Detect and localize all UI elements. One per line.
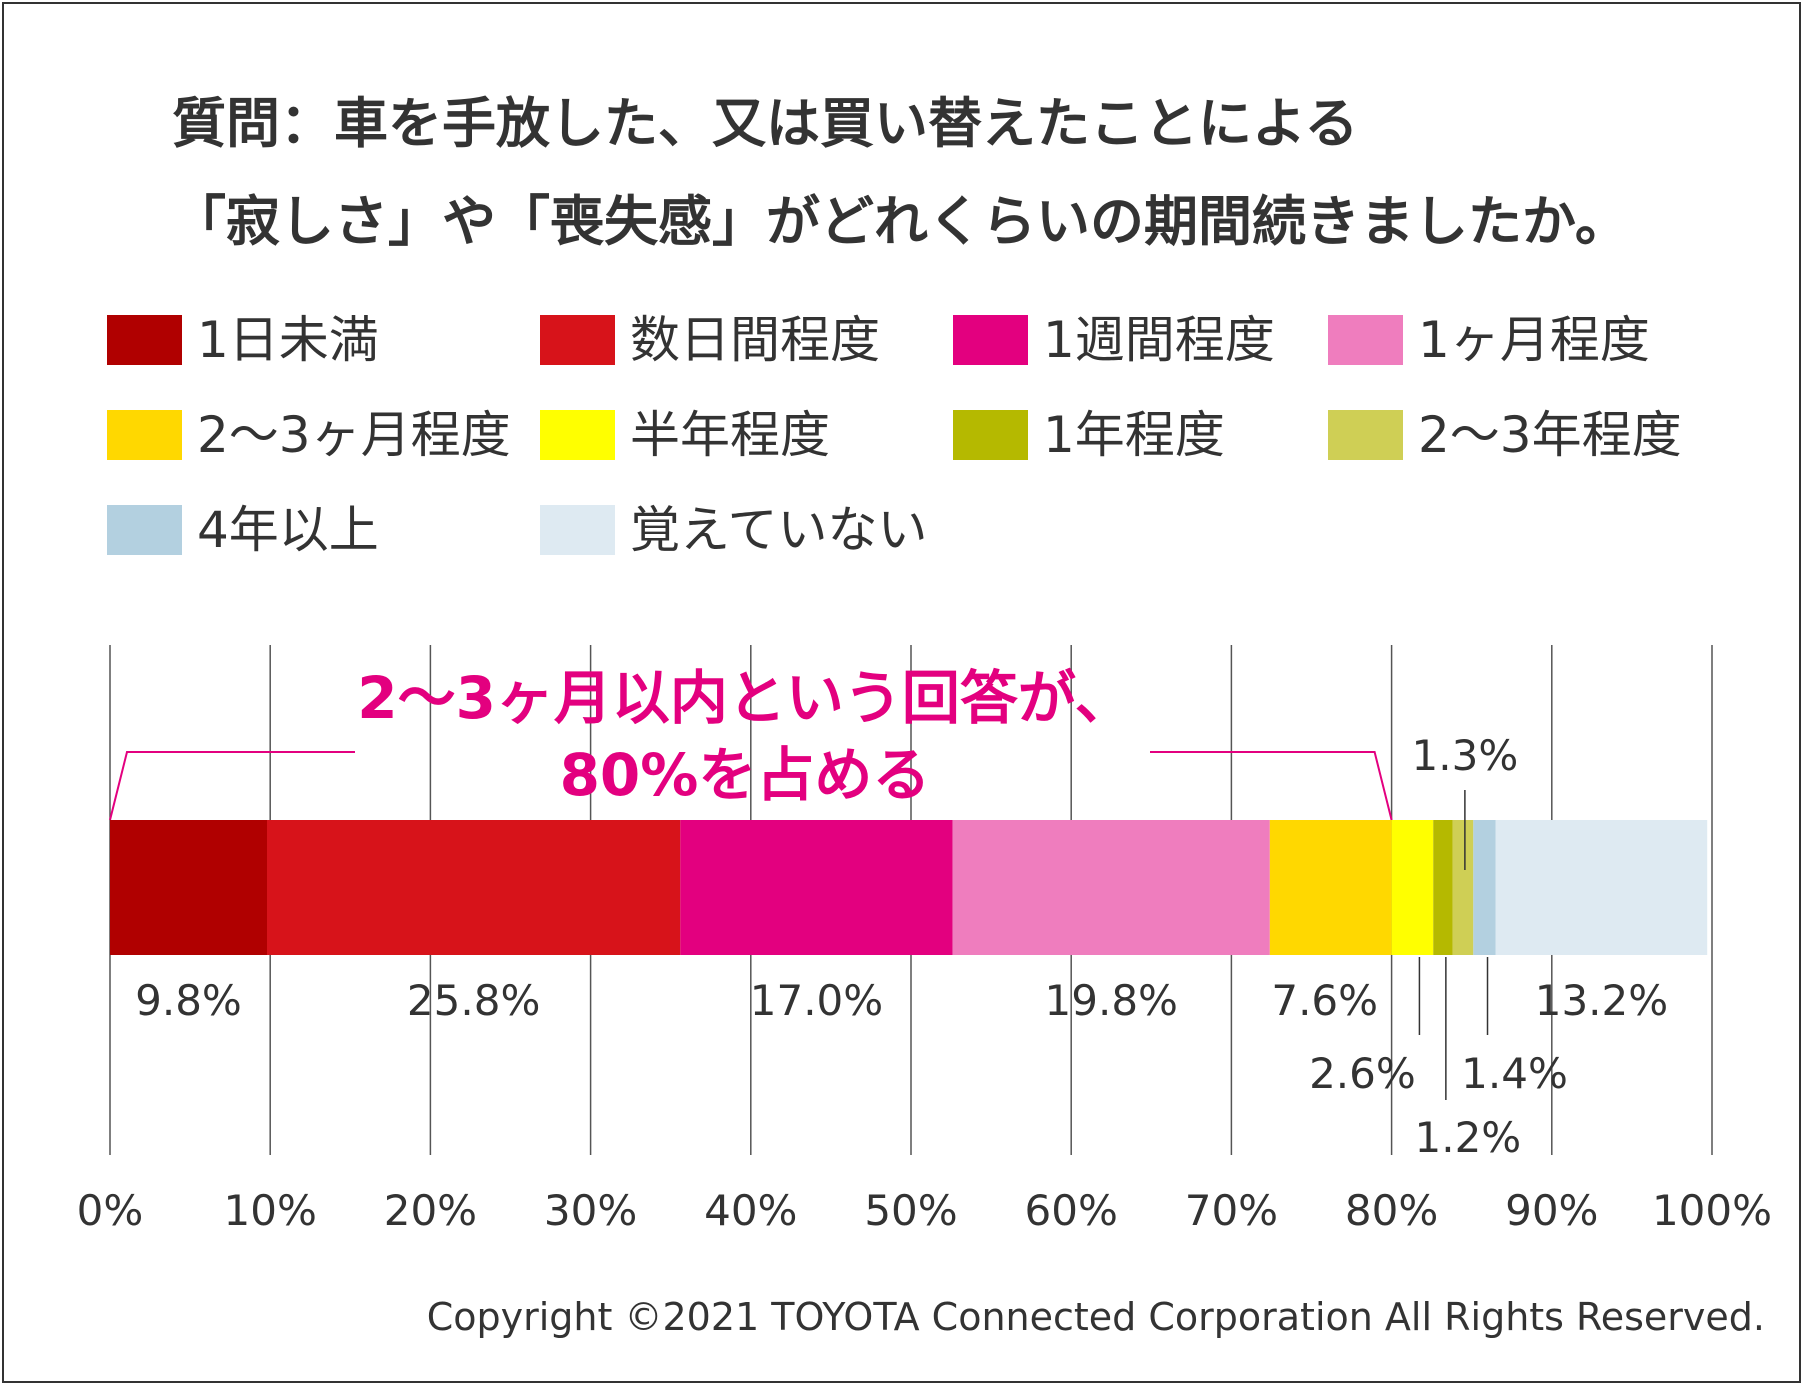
- legend-swatch: [540, 315, 615, 365]
- x-tick-label: 30%: [544, 1186, 637, 1235]
- x-tick-label: 80%: [1345, 1186, 1438, 1235]
- value-label: 2.6%: [1309, 1049, 1416, 1098]
- x-tick-label: 0%: [77, 1186, 144, 1235]
- x-tick-label: 70%: [1185, 1186, 1278, 1235]
- chart-title-line-1: 質問：車を手放した、又は買い替えたことによる: [172, 92, 1358, 155]
- legend: 1日未満 数日間程度 1週間程度 1ヶ月程度 2〜3ヶ月程度 半年程度 1年程度 2〜3年程度…: [107, 311, 1682, 559]
- value-label: 1.3%: [1412, 731, 1519, 780]
- x-tick-label: 40%: [704, 1186, 797, 1235]
- bar-segment: [1473, 820, 1496, 955]
- legend-label: 1日未満: [197, 311, 379, 369]
- annotation: 2〜3ヶ月以内という回答が、 80%を占める: [109, 664, 1393, 821]
- legend-label: 2〜3ヶ月程度: [197, 406, 511, 464]
- legend-swatch: [540, 505, 615, 555]
- value-label: 25.8%: [407, 976, 540, 1025]
- bar-segment: [1495, 820, 1708, 955]
- bar-segment: [1391, 820, 1434, 955]
- legend-swatch: [953, 410, 1028, 460]
- copyright-text: Copyright ©2021 TOYOTA Connected Corpora…: [427, 1295, 1765, 1339]
- value-label: 1.2%: [1415, 1113, 1522, 1162]
- x-tick-label: 10%: [224, 1186, 317, 1235]
- value-label: 13.2%: [1535, 976, 1668, 1025]
- legend-label: 2〜3年程度: [1418, 406, 1682, 464]
- bar-segment: [1433, 820, 1453, 955]
- annotation-line-2: 80%を占める: [560, 741, 931, 809]
- legend-swatch: [107, 315, 182, 365]
- legend-label: 1ヶ月程度: [1418, 311, 1650, 369]
- bar-segment: [680, 820, 953, 955]
- x-tick-label: 20%: [384, 1186, 477, 1235]
- legend-swatch: [107, 410, 182, 460]
- annotation-bracket-left: [109, 751, 355, 821]
- x-tick-label: 100%: [1652, 1186, 1772, 1235]
- value-label: 17.0%: [750, 976, 883, 1025]
- value-labels: 9.8% 25.8% 17.0% 19.8% 7.6% 13.2% 2.6% 1.2% 1.3%…: [135, 731, 1668, 1162]
- x-tick-label: 60%: [1025, 1186, 1118, 1235]
- legend-swatch: [107, 505, 182, 555]
- chart-title-line-2: 「寂しさ」や「喪失感」がどれくらいの期間続きましたか。: [172, 190, 1629, 253]
- bar-segment: [1452, 820, 1474, 955]
- legend-swatch: [540, 410, 615, 460]
- value-label: 19.8%: [1045, 976, 1178, 1025]
- annotation-line-1: 2〜3ヶ月以内という回答が、: [357, 664, 1133, 732]
- bar-segment: [952, 820, 1270, 955]
- value-label: 1.4%: [1461, 1049, 1568, 1098]
- x-axis-ticks: 0% 10% 20% 30% 40% 50% 60% 70% 80% 90% 100%: [77, 1186, 1772, 1235]
- legend-label: 半年程度: [630, 406, 830, 464]
- legend-label: 1年程度: [1043, 406, 1225, 464]
- legend-label: 覚えていない: [630, 501, 928, 559]
- x-tick-label: 90%: [1505, 1186, 1598, 1235]
- bar-segments: [110, 820, 1708, 955]
- annotation-bracket-right: [1150, 751, 1393, 821]
- legend-label: 1週間程度: [1043, 311, 1275, 369]
- legend-swatch: [1328, 315, 1403, 365]
- value-label: 9.8%: [135, 976, 242, 1025]
- x-tick-label: 50%: [864, 1186, 957, 1235]
- legend-label: 4年以上: [197, 501, 379, 559]
- bar-segment: [266, 820, 681, 955]
- legend-swatch: [953, 315, 1028, 365]
- bar-segment: [110, 820, 267, 955]
- legend-swatch: [1328, 410, 1403, 460]
- bar-segment: [1269, 820, 1392, 955]
- value-label: 7.6%: [1271, 976, 1378, 1025]
- legend-label: 数日間程度: [630, 311, 880, 369]
